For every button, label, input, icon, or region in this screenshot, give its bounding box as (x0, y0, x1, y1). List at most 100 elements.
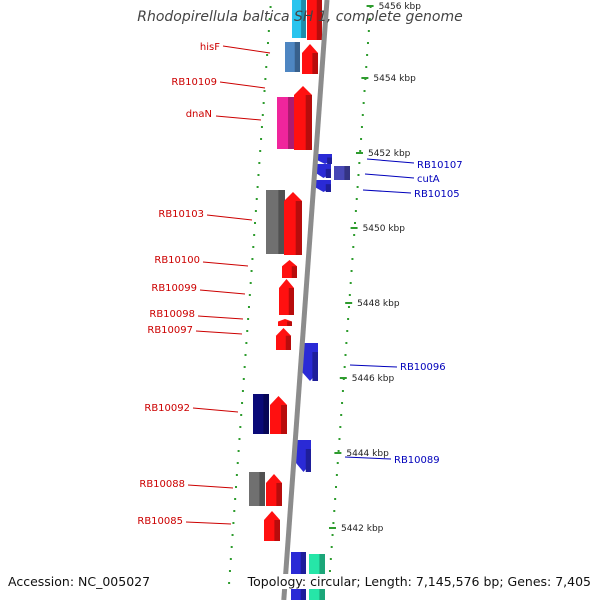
scale-tick-label: 5446 kbp (352, 374, 395, 384)
gene-label-leader (222, 45, 271, 54)
inner-ring-dot (247, 306, 250, 308)
outer-ring-dot (367, 30, 370, 32)
outer-ring-dot (347, 318, 350, 320)
gene-label-leader (349, 364, 398, 368)
inner-ring-dot (242, 378, 245, 380)
inner-ring-dot (232, 522, 235, 524)
outer-ring-dot (362, 102, 365, 104)
gene-label: RB10085 (137, 516, 183, 527)
gene-label: RB10089 (394, 455, 440, 466)
gene-label: dnaN (186, 109, 212, 120)
gene-label: RB10100 (154, 255, 200, 266)
inner-ring-dot (259, 150, 262, 152)
tick-dot-rings (228, 6, 372, 584)
outer-ring-dot (337, 450, 340, 452)
inner-ring-dot (268, 18, 271, 20)
outer-ring-dot (340, 414, 343, 416)
outer-ring-dot (334, 498, 337, 500)
outer-ring-dot (360, 138, 363, 140)
gene-label-leader (187, 484, 234, 489)
gene-label-leader (364, 173, 415, 179)
gene-feature-shade (325, 184, 331, 192)
gene-feature-shade (287, 321, 292, 326)
outer-ring-dot (336, 462, 339, 464)
inner-ring-dot (263, 90, 266, 92)
inner-ring-dot (248, 294, 251, 296)
scale-tick-label: 5444 kbp (346, 449, 389, 459)
gene-feature-shade (288, 97, 294, 149)
outer-ring-dot (359, 150, 362, 152)
gene-label: cutA (417, 174, 440, 185)
outer-ring-dot (341, 390, 344, 392)
gene-label-leader (199, 289, 246, 295)
gene-label: RB10109 (171, 77, 217, 88)
inner-ring-dot (256, 186, 259, 188)
outer-ring-dot (339, 426, 342, 428)
scale-tick-label: 5452 kbp (368, 149, 411, 159)
gene-feature-shade (294, 42, 300, 72)
outer-ring-dot (335, 474, 338, 476)
scale-tick-label: 5450 kbp (363, 224, 406, 234)
inner-ring-dot (229, 558, 232, 560)
outer-ring-dot (338, 438, 341, 440)
accession-text: Accession: NC_005027 (8, 574, 155, 589)
inner-ring-dot (252, 246, 255, 248)
gene-feature-shade (301, 0, 306, 38)
topology-text: Topology: circular; Length: 7,145,576 bp… (244, 574, 591, 589)
outer-ring-dot (346, 330, 349, 332)
outer-ring-dot (330, 546, 333, 548)
inner-ring-dot (228, 570, 231, 572)
gene-label-leader (206, 214, 253, 221)
gene-feature-shade (295, 201, 302, 255)
gene-feature-shade (316, 0, 322, 40)
inner-ring-dot (255, 198, 258, 200)
outer-ring-dot (329, 558, 332, 560)
inner-ring-dot (261, 114, 264, 116)
inner-ring-dot (260, 126, 263, 128)
gene-feature-shade (305, 449, 311, 472)
inner-ring-dot (244, 354, 247, 356)
gene-feature-shade (281, 405, 287, 434)
inner-ring-dot (251, 258, 254, 260)
scale-tick-label: 5442 kbp (341, 524, 384, 534)
outer-ring-dot (354, 222, 357, 224)
inner-ring-dot (266, 54, 269, 56)
inner-ring-dot (254, 222, 257, 224)
gene-label: RB10096 (400, 362, 446, 373)
outer-ring-dot (357, 174, 360, 176)
gene-label-leader (219, 81, 266, 89)
outer-ring-dot (354, 210, 357, 212)
gene-label: RB10092 (144, 403, 190, 414)
gene-label: RB10103 (158, 209, 204, 220)
gene-label: RB10088 (139, 479, 185, 490)
gene-feature-shade (327, 157, 332, 164)
outer-ring-dot (368, 18, 371, 20)
gene-labels: hisF RB10109 dnaN RB10107 cutA RB10105 RB10103… (137, 42, 462, 527)
gene-feature-shade (276, 483, 282, 506)
genome-backbone (281, 0, 330, 600)
inner-ring-dot (257, 174, 260, 176)
outer-ring-dot (348, 294, 351, 296)
gene-label: RB10098 (149, 309, 195, 320)
outer-ring-dot (347, 306, 350, 308)
gene-feature-shade (274, 520, 280, 541)
gene-feature-shade (305, 95, 312, 150)
outer-ring-dot (349, 282, 352, 284)
gene-feature-shade (285, 335, 291, 350)
outer-ring-dot (345, 342, 348, 344)
inner-ring-dot (266, 42, 269, 44)
gene-feature-shade (344, 166, 350, 180)
inner-ring-dot (240, 414, 243, 416)
scale-ticks: 5456 kbp 5454 kbp 5452 kbp 5450 kbp 5448 kbp… (328, 2, 421, 534)
inner-ring-dot (233, 510, 236, 512)
outer-ring-dot (332, 522, 335, 524)
gene-feature-shade (312, 53, 318, 74)
outer-ring-dot (366, 42, 369, 44)
inner-ring-dot (235, 486, 238, 488)
gene-label-leader (344, 456, 392, 460)
gene-feature-shade (288, 288, 294, 315)
gene-label: RB10107 (417, 160, 463, 171)
inner-ring-dot (247, 318, 250, 320)
outer-ring-dot (331, 534, 334, 536)
inner-ring-dot (235, 474, 238, 476)
